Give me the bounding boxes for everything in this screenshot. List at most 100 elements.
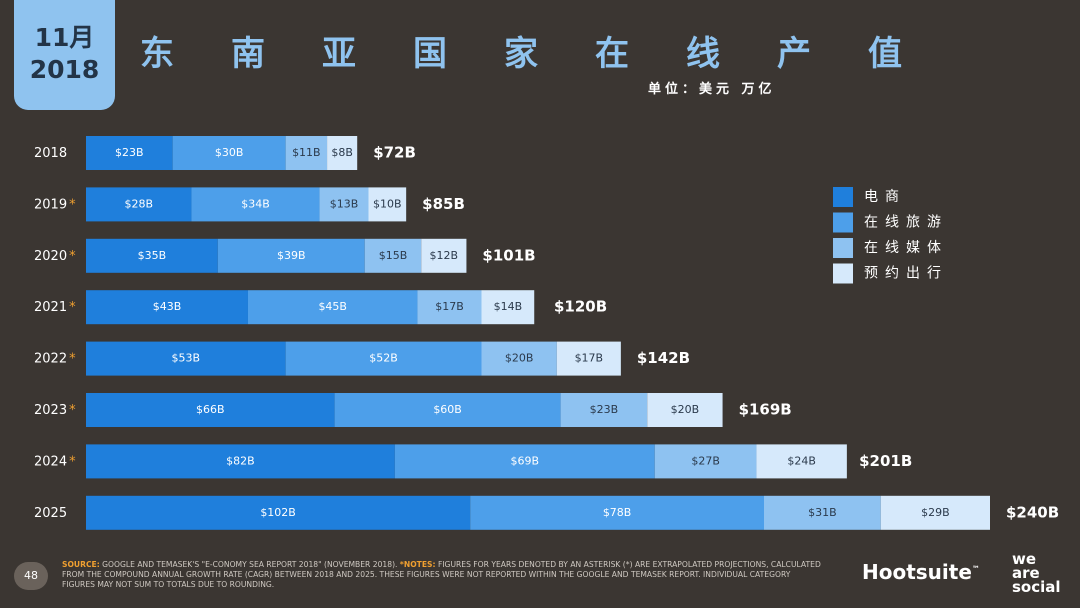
- bar-segment: [364, 238, 422, 273]
- category-text: 2023: [34, 403, 67, 418]
- category-label: 2021 *: [34, 300, 76, 315]
- value-label: $23B: [115, 146, 144, 159]
- value-label: $66B: [196, 403, 225, 416]
- value-label: $31B: [808, 506, 837, 519]
- page-number: 48: [14, 562, 48, 590]
- brand-mark: ™: [971, 564, 980, 574]
- value-label: $20B: [505, 352, 534, 365]
- total-label: $85B: [422, 195, 465, 213]
- source-text: GOOGLE AND TEMASEK'S "E-CONOMY SEA REPOR…: [102, 560, 398, 569]
- projection-mark: *: [69, 248, 76, 263]
- category-text: 2025: [34, 505, 67, 520]
- bar-segment: [421, 238, 467, 273]
- bar-segment: [86, 444, 395, 479]
- value-label: $52B: [369, 352, 398, 365]
- value-label: $34B: [241, 197, 270, 210]
- legend-label: 在线旅游: [864, 215, 948, 231]
- brand: Hootsuite™: [862, 560, 980, 584]
- bar-segment: [86, 290, 248, 325]
- bar-segment: [880, 495, 990, 530]
- legend-label: 在线媒体: [864, 240, 948, 256]
- year: 2018: [29, 55, 100, 84]
- value-label: $82B: [226, 454, 255, 467]
- notes-text: FIGURES FOR YEARS DENOTED BY AN ASTERISK…: [62, 560, 821, 589]
- total-label: $120B: [554, 298, 607, 316]
- legend-swatch: [833, 263, 853, 284]
- bar-segment: [319, 187, 369, 222]
- total-label: $101B: [482, 246, 535, 264]
- legend-swatch: [833, 187, 853, 207]
- brand2-line: social: [1012, 578, 1061, 596]
- date-badge: 11月 2018: [14, 0, 115, 110]
- value-label: $8B: [331, 146, 353, 159]
- category-label: 2020 *: [34, 248, 76, 263]
- value-label: $20B: [671, 403, 700, 416]
- title: 东南亚国家在线产值: [140, 34, 959, 74]
- category-text: 2018: [34, 146, 67, 161]
- category-text: 2022: [34, 351, 67, 366]
- total-label: $169B: [739, 401, 792, 419]
- bar-segment: [481, 341, 557, 376]
- brand2-line: are: [1012, 564, 1040, 582]
- bar-segment: [481, 290, 535, 325]
- projection-mark: *: [69, 403, 76, 418]
- value-label: $10B: [373, 197, 402, 210]
- bar-segment: [647, 393, 723, 427]
- value-label: $12B: [430, 249, 459, 262]
- value-label: $78B: [603, 506, 632, 519]
- category-label: 2018: [34, 146, 67, 161]
- value-label: $60B: [433, 403, 462, 416]
- total-label: $142B: [637, 349, 690, 367]
- bar-segment: [470, 495, 764, 530]
- projection-mark: *: [69, 300, 76, 315]
- bar-segment: [654, 444, 757, 479]
- category-text: 2019: [34, 197, 67, 212]
- value-label: $11B: [292, 146, 321, 159]
- bar-segment: [327, 136, 358, 170]
- category-text: 2024: [34, 454, 67, 469]
- bar-segment: [417, 290, 482, 325]
- bar-segment: [86, 393, 335, 427]
- month: 11月: [34, 23, 95, 52]
- value-label: $27B: [691, 454, 720, 467]
- bar-segment: [334, 393, 561, 427]
- bar-segment: [285, 341, 482, 376]
- unit: 单位：美元 万亿: [648, 82, 776, 97]
- bar-segment: [172, 136, 286, 170]
- total-label: $201B: [859, 452, 912, 470]
- value-label: $102B: [260, 506, 296, 519]
- value-label: $14B: [494, 300, 523, 313]
- bar-segment: [86, 238, 218, 273]
- value-label: $23B: [590, 403, 619, 416]
- legend-swatch: [833, 212, 853, 233]
- bar-segment: [86, 187, 192, 222]
- bar-segment: [191, 187, 320, 222]
- total-label: $240B: [1006, 503, 1059, 521]
- bar-segment: [247, 290, 418, 325]
- bar-segment: [394, 444, 655, 479]
- category-label: 2019 *: [34, 197, 76, 212]
- total-label: $72B: [373, 144, 416, 162]
- bar-segment: [86, 495, 471, 530]
- value-label: $35B: [138, 249, 167, 262]
- category-text: 2021: [34, 300, 67, 315]
- brand2: we are social: [1012, 550, 1061, 596]
- projection-mark: *: [69, 197, 76, 212]
- bar-segment: [217, 238, 365, 273]
- brand-name: Hootsuite: [862, 560, 972, 584]
- legend-label: 预约出行: [864, 266, 948, 282]
- bar-segment: [86, 136, 173, 170]
- value-label: $69B: [511, 454, 540, 467]
- bar-segment: [368, 187, 407, 222]
- value-label: $28B: [124, 197, 153, 210]
- brand2-line: we: [1012, 550, 1037, 568]
- category-label: 2023 *: [34, 403, 76, 418]
- value-label: $17B: [435, 300, 464, 313]
- bar-segment: [560, 393, 648, 427]
- value-label: $13B: [330, 197, 359, 210]
- projection-mark: *: [69, 351, 76, 366]
- bar-segment: [285, 136, 328, 170]
- value-label: $43B: [153, 300, 182, 313]
